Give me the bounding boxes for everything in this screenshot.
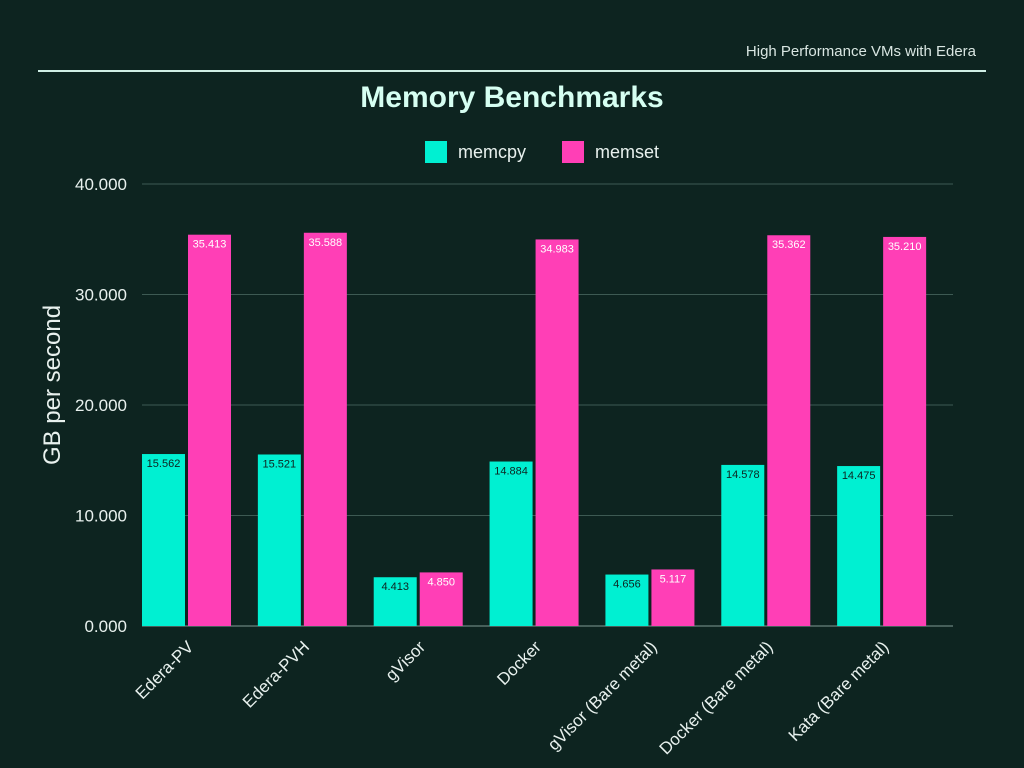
x-category-label: Docker [493,637,545,689]
x-category-label: Edera-PV [132,637,198,703]
legend-label-memset: memset [595,142,659,162]
bar-memset [883,236,927,626]
y-tick-label: 40.000 [75,175,127,194]
legend-swatch-memcpy [425,141,447,163]
bar-memset [535,239,579,626]
x-axis-categories: Edera-PV Edera-PVH gVisor Docker gVisor (Bar… [132,637,893,758]
x-category-label: gVisor (Bare metal) [544,637,661,754]
bar-value-label: 4.656 [613,579,641,591]
bar-value-label: 4.850 [427,576,455,588]
bar-value-label: 14.578 [726,469,760,481]
bar-memcpy [257,454,301,626]
y-tick-label: 20.000 [75,396,127,415]
legend-swatch-memset [562,141,584,163]
bar-memcpy [142,454,185,626]
bar-value-label: 14.475 [842,470,876,482]
bar-value-label: 4.413 [381,581,409,593]
x-category-label: Kata (Bare metal) [785,637,893,745]
legend-label-memcpy: memcpy [458,142,526,162]
x-category-label: Docker (Bare metal) [656,637,777,758]
legend: memcpy memset [425,141,659,163]
y-axis-ticks: 0.000 10.000 20.000 30.000 40.000 [75,175,127,636]
bar-value-label: 35.210 [888,241,922,253]
bar-value-label: 34.983 [540,243,574,255]
bar-value-label: 35.362 [772,239,806,251]
chart-title: Memory Benchmarks [360,81,663,114]
bar-memset [419,572,463,626]
bar-memcpy [489,461,533,626]
y-tick-label: 30.000 [75,286,127,305]
bar-memset [188,234,231,627]
bar-value-label: 35.413 [193,239,227,251]
bar-memcpy [373,577,417,626]
bar-value-label: 5.117 [660,573,687,585]
bar-memcpy [605,574,649,626]
x-category-label: gVisor [382,637,430,685]
bar-memset [767,235,811,627]
bar-memcpy [837,466,881,626]
bar-value-label: 14.884 [494,466,528,478]
y-tick-label: 10.000 [75,507,127,526]
bar-value-label: 15.521 [263,458,297,470]
y-tick-label: 0.000 [84,617,127,636]
x-category-label: Edera-PVH [239,637,313,711]
header-rule [38,70,986,72]
bar-memcpy [721,464,765,626]
bar-value-label: 15.562 [147,458,181,470]
bar-value-label: 35.588 [309,237,343,249]
bars: 15.562 35.413 15.521 35.588 4.413 4.850 14.884… [142,232,927,627]
header-text: High Performance VMs with Edera [745,43,976,60]
y-axis-label: GB per second [39,305,66,465]
bar-memset [303,232,347,626]
bar-memset [651,569,695,626]
